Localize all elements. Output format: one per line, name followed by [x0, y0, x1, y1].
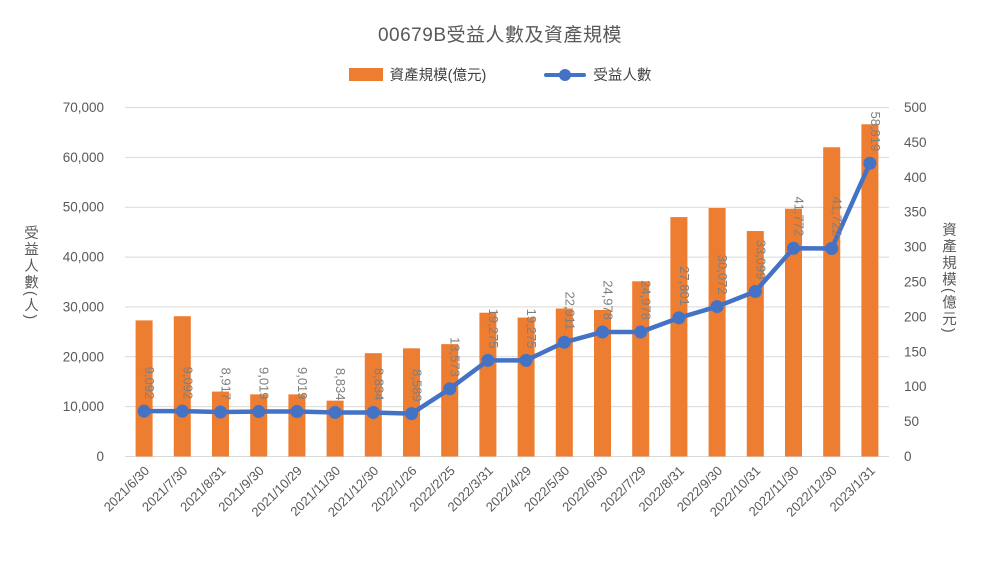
- line-marker: [137, 404, 151, 418]
- data-label: 9,092: [180, 367, 195, 400]
- data-label: 9,019: [295, 367, 310, 400]
- line-marker: [863, 156, 877, 170]
- line-marker: [175, 404, 189, 418]
- bar: [861, 124, 879, 457]
- line-marker: [557, 335, 571, 349]
- line-marker: [825, 241, 839, 255]
- left-axis-tick-label: 30,000: [63, 299, 104, 314]
- right-axis-tick-label: 150: [904, 344, 927, 359]
- right-axis-tick-label: 250: [904, 275, 927, 290]
- right-axis-title: 資產規模(億元): [940, 222, 956, 335]
- right-axis-tick-label: 450: [904, 135, 927, 150]
- bar: [670, 217, 688, 457]
- line-marker: [596, 325, 609, 339]
- left-axis-tick-label: 50,000: [63, 200, 104, 215]
- data-label: 22,911: [562, 291, 577, 330]
- bar: [785, 208, 802, 457]
- line-marker: [290, 405, 304, 419]
- legend-item-assets: 資產規模(億元): [348, 64, 487, 85]
- bar: [135, 320, 153, 457]
- right-axis-tick-label: 300: [904, 240, 927, 255]
- bar-swatch-icon: [348, 68, 383, 81]
- bar: [288, 394, 306, 457]
- data-label: 24,978: [601, 280, 616, 320]
- right-axis-tick-label: 50: [904, 414, 919, 429]
- data-label: 8,917: [219, 367, 234, 400]
- line-marker: [519, 353, 533, 367]
- bar: [403, 348, 420, 457]
- data-label: 58,819: [868, 111, 883, 151]
- bar: [212, 391, 229, 457]
- line-marker: [710, 300, 724, 314]
- left-axis-tick-label: 60,000: [63, 150, 104, 165]
- line-marker: [366, 405, 380, 419]
- bar: [632, 281, 650, 457]
- line-marker: [481, 353, 495, 367]
- line-marker: [787, 241, 800, 255]
- line-marker: [443, 382, 457, 396]
- line-marker: [252, 405, 266, 419]
- line-marker: [748, 284, 762, 298]
- line-marker: [634, 325, 648, 339]
- data-label: 13,573: [448, 337, 463, 377]
- data-label: 27,801: [677, 266, 692, 306]
- right-axis-tick-label: 400: [904, 170, 927, 185]
- data-label: 19,275: [486, 309, 501, 349]
- data-label: 24,978: [639, 280, 654, 320]
- bar: [479, 312, 497, 457]
- bar: [708, 208, 726, 457]
- right-axis-tick-label: 100: [904, 379, 927, 394]
- data-label: 41,772: [792, 196, 807, 236]
- legend-label-assets: 資產規模(億元): [389, 68, 487, 84]
- data-label: 19,275: [524, 309, 539, 349]
- data-label: 9,019: [257, 367, 272, 400]
- left-axis-tick-label: 10,000: [63, 399, 104, 414]
- line-marker: [405, 407, 418, 421]
- bar: [823, 147, 841, 457]
- bar: [517, 317, 535, 457]
- right-axis-tick-label: 350: [904, 205, 927, 220]
- bar: [555, 308, 573, 457]
- legend-label-holders: 受益人數: [593, 68, 652, 84]
- data-label: 9,092: [142, 367, 157, 400]
- left-axis-tick-label: 20,000: [63, 349, 104, 364]
- data-label: 30,072: [715, 255, 730, 295]
- line-marker: [672, 311, 686, 325]
- data-label: 8,834: [371, 368, 386, 401]
- bar: [250, 394, 268, 457]
- data-label: 41,722: [830, 197, 845, 237]
- data-label: 33,099: [753, 240, 768, 280]
- data-label: 8,834: [333, 368, 348, 401]
- legend: 資產規模(億元) 受益人數: [0, 64, 1000, 85]
- left-axis-title: 受益人數(人): [22, 225, 38, 322]
- bar: [594, 309, 611, 457]
- right-axis-tick-label: 0: [904, 449, 912, 464]
- bar: [441, 344, 459, 457]
- line-swatch-icon: [544, 68, 587, 81]
- bar: [364, 353, 382, 457]
- left-axis-tick-label: 40,000: [63, 250, 104, 265]
- left-axis-tick-label: 70,000: [63, 100, 104, 115]
- left-axis-tick-label: 0: [96, 449, 104, 464]
- legend-item-holders: 受益人數: [544, 64, 651, 85]
- bar: [173, 316, 191, 457]
- right-axis-tick-label: 200: [904, 309, 927, 324]
- data-label: 8,589: [410, 369, 425, 402]
- right-axis-tick-label: 500: [904, 100, 927, 115]
- line-marker: [328, 405, 342, 419]
- line-marker: [214, 405, 227, 419]
- chart-title: 00679B受益人數及資產規模: [377, 25, 622, 46]
